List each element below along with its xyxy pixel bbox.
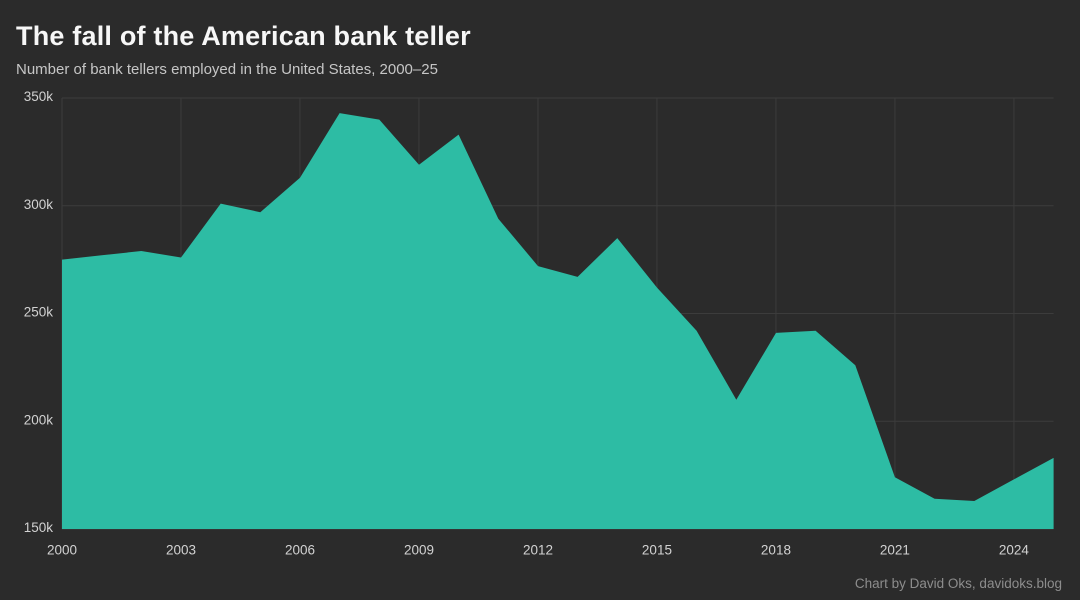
y-tick-250k: 250k: [24, 305, 54, 320]
x-tick-2018: 2018: [761, 543, 791, 558]
chart-credit: Chart by David Oks, davidoks.blog: [854, 576, 1062, 591]
x-tick-2021: 2021: [880, 543, 910, 558]
chart-title: The fall of the American bank teller: [16, 21, 471, 51]
x-tick-2006: 2006: [285, 543, 315, 558]
x-tick-2003: 2003: [166, 543, 196, 558]
y-tick-200k: 200k: [24, 412, 54, 427]
y-axis-labels: 150k 200k 250k 300k 350k: [24, 89, 54, 535]
x-tick-2015: 2015: [642, 543, 672, 558]
x-tick-2024: 2024: [999, 543, 1030, 558]
area-series-bank-tellers: [62, 113, 1054, 529]
y-tick-150k: 150k: [24, 520, 54, 535]
x-tick-2009: 2009: [404, 543, 434, 558]
chart-subtitle: Number of bank tellers employed in the U…: [16, 61, 438, 78]
y-tick-350k: 350k: [24, 89, 54, 104]
x-tick-2012: 2012: [523, 543, 553, 558]
x-axis-labels: 2000 2003 2006 2009 2012 2015 2018 2021 2024: [47, 543, 1029, 558]
y-tick-300k: 300k: [24, 197, 54, 212]
x-tick-2000: 2000: [47, 543, 77, 558]
